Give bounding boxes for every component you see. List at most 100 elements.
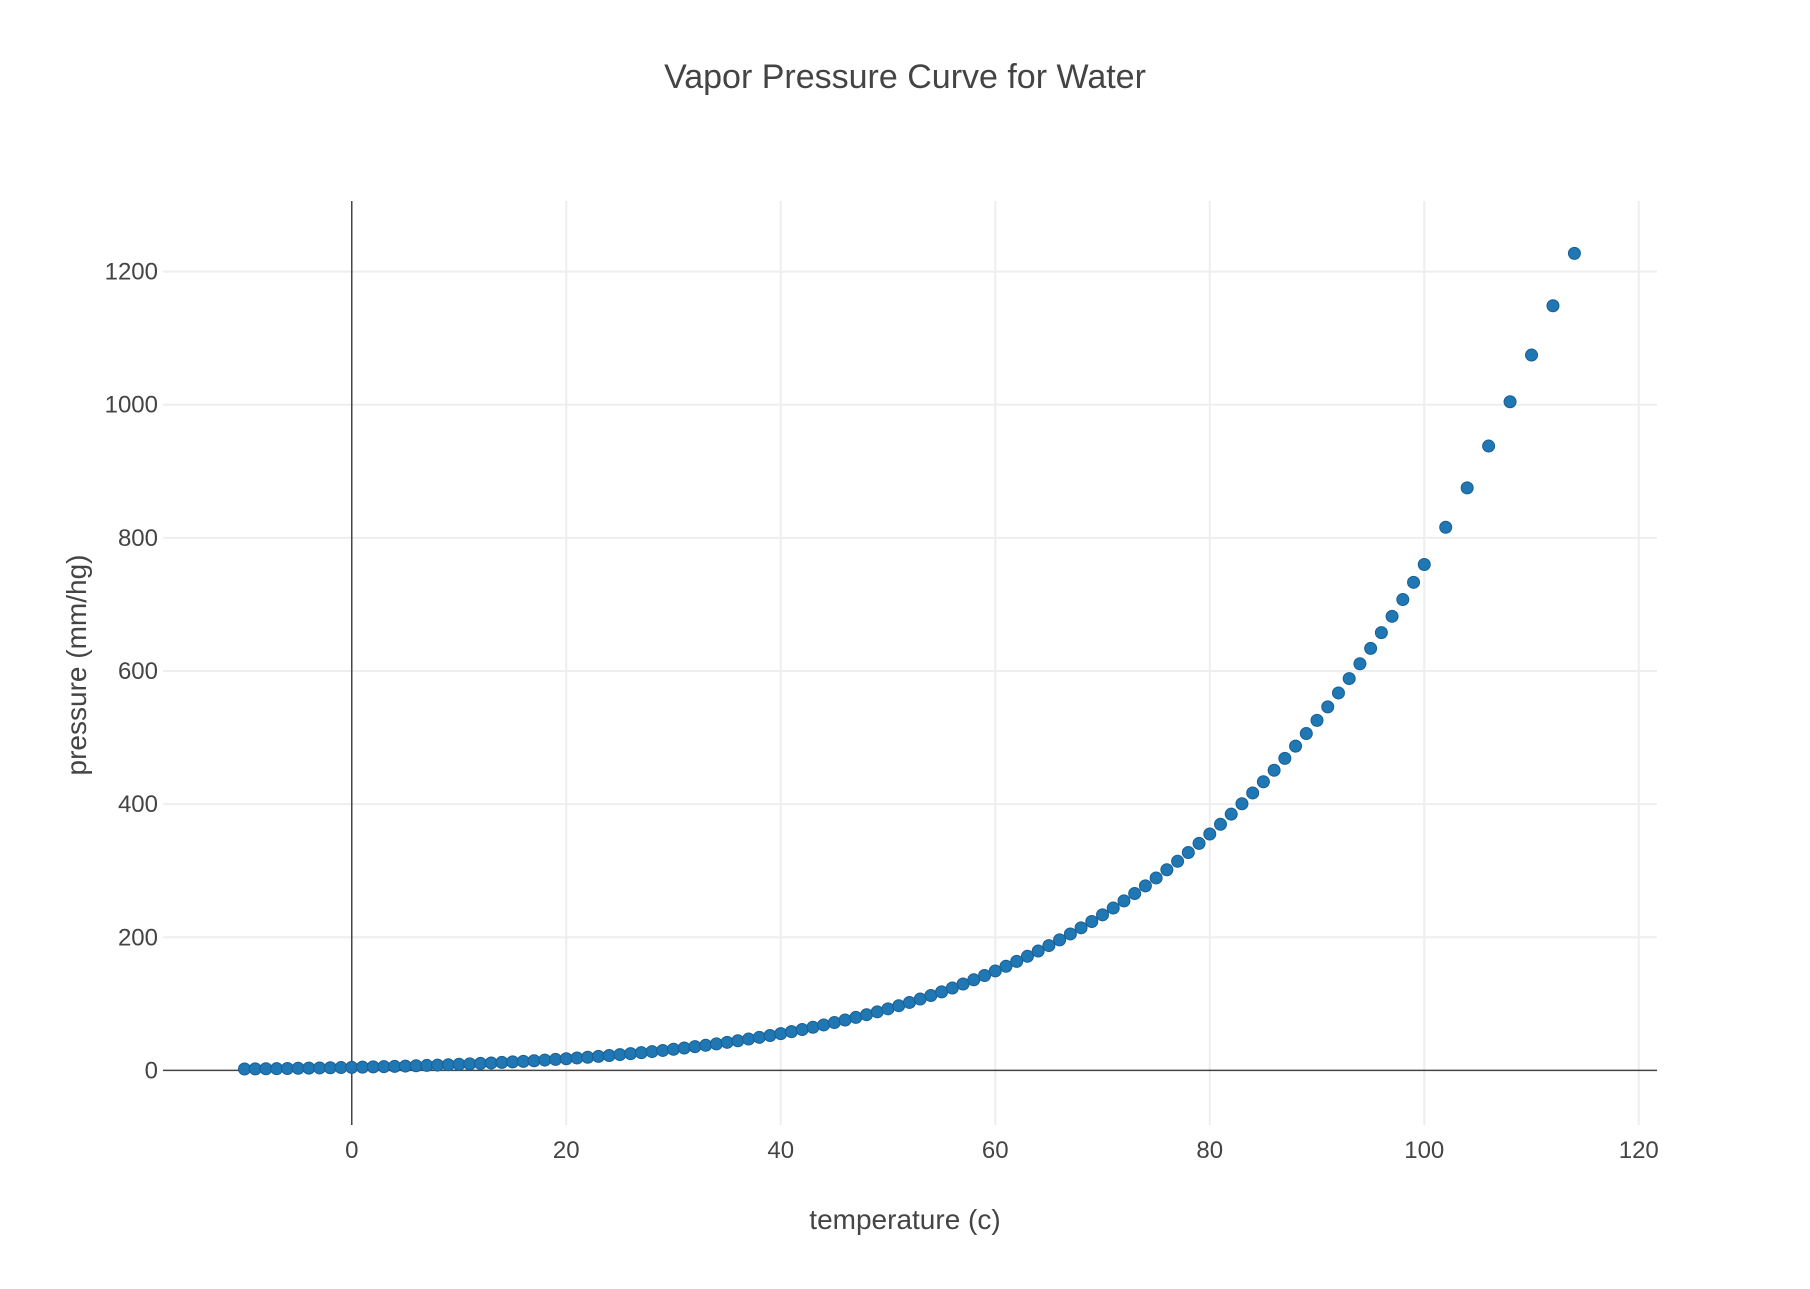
data-point <box>1181 846 1195 860</box>
data-point <box>1042 939 1056 953</box>
data-point <box>624 1047 638 1061</box>
data-point <box>613 1048 627 1062</box>
y-tick-label: 1000 <box>105 392 158 419</box>
data-point <box>1117 894 1131 908</box>
data-point <box>1342 672 1356 686</box>
data-point <box>1063 927 1077 941</box>
data-point <box>806 1020 820 1034</box>
data-point <box>280 1061 294 1075</box>
x-tick-label: 0 <box>345 1137 358 1164</box>
data-point <box>645 1045 659 1059</box>
data-point <box>838 1013 852 1027</box>
data-point <box>366 1060 380 1074</box>
data-point <box>1128 887 1142 901</box>
data-point <box>1138 879 1152 893</box>
data-point <box>870 1005 884 1019</box>
data-point <box>1031 944 1045 958</box>
data-points <box>238 246 1581 1076</box>
data-point <box>452 1057 466 1071</box>
x-tick-labels: 0 20 40 60 80 100 120 <box>345 1137 1659 1164</box>
data-point <box>323 1061 337 1075</box>
data-point <box>441 1058 455 1072</box>
data-point <box>956 977 970 991</box>
data-point <box>763 1029 777 1043</box>
data-point <box>1074 921 1088 935</box>
data-point <box>1331 686 1345 700</box>
data-point <box>999 959 1013 973</box>
x-axis-title: temperature (c) <box>809 1204 1000 1235</box>
data-point <box>388 1059 402 1073</box>
data-point <box>742 1032 756 1046</box>
data-point <box>1310 713 1324 727</box>
chart-title: Vapor Pressure Curve for Water <box>664 58 1146 96</box>
data-point <box>1278 751 1292 765</box>
y-tick-label: 600 <box>118 658 158 685</box>
data-point <box>248 1062 262 1076</box>
data-point <box>1482 439 1496 453</box>
data-point <box>902 995 916 1009</box>
data-point <box>1096 908 1110 922</box>
y-tick-label: 0 <box>145 1057 158 1084</box>
data-point <box>752 1030 766 1044</box>
data-point <box>1020 949 1034 963</box>
data-point <box>291 1061 305 1075</box>
x-tick-label: 100 <box>1404 1137 1444 1164</box>
data-point <box>1160 863 1174 877</box>
data-point <box>827 1016 841 1030</box>
data-point <box>570 1051 584 1065</box>
data-point <box>484 1056 498 1070</box>
data-point <box>1235 797 1249 811</box>
data-point <box>1546 299 1560 313</box>
data-point <box>924 989 938 1003</box>
data-point <box>699 1038 713 1052</box>
data-point <box>1224 807 1238 821</box>
data-point <box>667 1042 681 1056</box>
data-point <box>709 1037 723 1051</box>
x-tick-label: 20 <box>553 1137 580 1164</box>
data-point <box>1374 626 1388 640</box>
data-point <box>988 964 1002 978</box>
data-point <box>538 1053 552 1067</box>
data-point <box>656 1043 670 1057</box>
y-axis-title: pressure (mm/hg) <box>61 555 92 776</box>
data-point <box>377 1060 391 1074</box>
data-point <box>1407 575 1421 589</box>
data-point <box>1267 763 1281 777</box>
data-point <box>1213 817 1227 831</box>
data-point <box>1256 775 1270 789</box>
data-point <box>581 1050 595 1064</box>
data-point <box>1246 786 1260 800</box>
data-point <box>967 973 981 987</box>
grid <box>163 201 1657 1125</box>
data-point <box>1106 901 1120 915</box>
data-point <box>259 1062 273 1076</box>
data-point <box>591 1049 605 1063</box>
data-point <box>1289 739 1303 753</box>
data-point <box>420 1058 434 1072</box>
data-point <box>945 981 959 995</box>
data-point <box>495 1055 509 1069</box>
data-point <box>463 1057 477 1071</box>
data-point <box>774 1027 788 1041</box>
data-point <box>1460 481 1474 495</box>
data-point <box>1396 593 1410 607</box>
data-point <box>1053 933 1067 947</box>
data-point <box>1171 854 1185 868</box>
data-point <box>1417 557 1431 571</box>
data-point <box>688 1040 702 1054</box>
data-point <box>1353 657 1367 671</box>
data-point <box>345 1060 359 1074</box>
data-point <box>355 1060 369 1074</box>
data-point <box>334 1061 348 1075</box>
data-point <box>602 1049 616 1062</box>
data-point <box>817 1018 831 1032</box>
data-point <box>1010 954 1024 968</box>
data-point <box>860 1008 874 1022</box>
data-point <box>516 1054 530 1068</box>
data-point <box>270 1062 284 1076</box>
data-point <box>1203 827 1217 841</box>
x-tick-label: 60 <box>982 1137 1009 1164</box>
data-point <box>892 999 906 1013</box>
